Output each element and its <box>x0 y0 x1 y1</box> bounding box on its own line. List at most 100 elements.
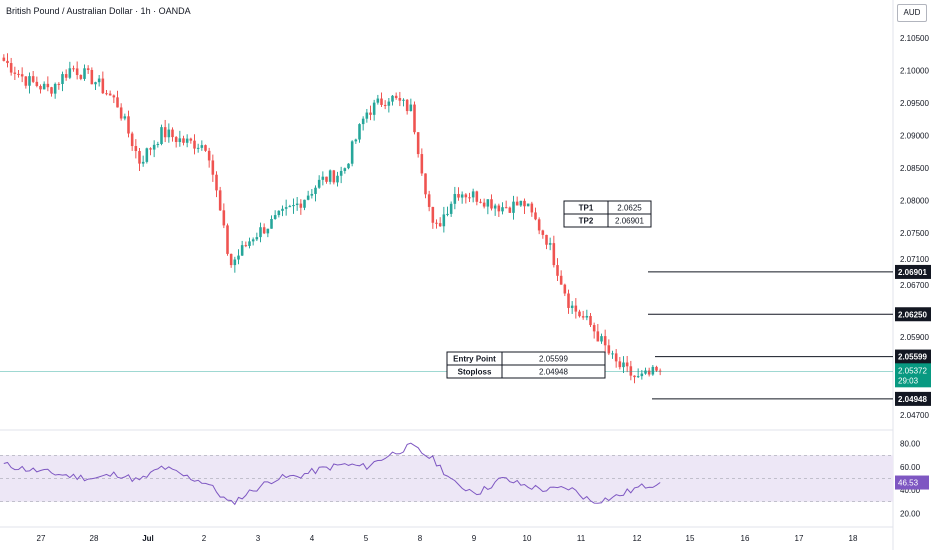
candle-body <box>567 293 570 308</box>
candle-body <box>251 239 255 242</box>
price-axis-label: 2.10000 <box>900 67 929 76</box>
candle-body <box>358 124 361 140</box>
candle-body <box>211 160 215 175</box>
candle-body <box>237 255 240 260</box>
candle-body <box>537 219 541 231</box>
level-badge-tp2 <box>895 264 931 279</box>
candle-body <box>405 99 409 112</box>
candle-body <box>446 213 449 215</box>
candle-body <box>13 72 17 74</box>
candle-body <box>383 104 387 106</box>
candle-body <box>647 370 651 375</box>
candle-body <box>262 227 266 234</box>
candle-body <box>596 331 600 342</box>
candle-body <box>314 187 317 194</box>
candle-body <box>460 194 464 198</box>
candle-body <box>413 104 416 133</box>
candle-body <box>90 69 94 85</box>
candle-body <box>592 325 596 332</box>
candle-body <box>526 203 530 207</box>
tp-table-value-cell <box>607 213 652 228</box>
countdown-text: 29:03 <box>898 376 919 385</box>
candle-body <box>559 275 563 285</box>
candle-body <box>222 210 226 226</box>
candle-body <box>464 194 468 198</box>
time-axis-label: 10 <box>523 534 532 543</box>
candle-body <box>376 98 380 103</box>
candle-body <box>116 97 119 108</box>
tp-table-label: TP1 <box>579 204 594 213</box>
candle-body <box>174 137 178 143</box>
candle-body <box>633 375 636 378</box>
rsi-axis-label: 40.00 <box>900 486 921 495</box>
entry-table-value: 2.05599 <box>539 355 568 364</box>
candle-body <box>636 376 640 378</box>
candle-body <box>178 138 182 143</box>
candle-body <box>9 63 13 73</box>
level-badge-stop <box>895 391 931 406</box>
candle-body <box>46 83 50 88</box>
candle-body <box>149 148 152 150</box>
price-axis-label: 2.09500 <box>900 99 929 108</box>
candle-body <box>50 87 53 94</box>
candle-body <box>2 57 6 61</box>
time-axis-label: 28 <box>90 534 99 543</box>
candle-body <box>350 141 354 164</box>
entry-table-value: 2.04948 <box>539 368 568 377</box>
candle-body <box>288 206 292 208</box>
candle-body <box>449 203 453 214</box>
candle-body <box>644 370 647 374</box>
candle-body <box>270 219 273 229</box>
candle-body <box>343 168 347 171</box>
candle-body <box>614 353 618 362</box>
time-axis-label: Jul <box>142 534 154 543</box>
candle-body <box>347 163 350 169</box>
candle-body <box>259 227 262 238</box>
candle-body <box>255 237 259 240</box>
price-axis-label: 2.04700 <box>900 411 929 420</box>
candle-body <box>508 207 512 213</box>
candle-body <box>108 93 112 96</box>
candle-body <box>182 138 185 143</box>
time-axis-label: 4 <box>310 534 315 543</box>
tp-table-label: TP2 <box>579 217 594 226</box>
candle-body <box>233 259 237 266</box>
candle-body <box>402 99 405 101</box>
candle-body <box>427 194 431 207</box>
candle-body <box>119 107 123 119</box>
candle-body <box>123 116 127 119</box>
candle-body <box>398 98 402 101</box>
candle-body <box>471 191 475 198</box>
candle-body <box>380 98 383 105</box>
candle-body <box>163 127 167 138</box>
currency-selector[interactable]: AUD <box>897 4 927 22</box>
candle-body <box>200 145 204 148</box>
candle-body <box>574 305 578 312</box>
candle-body <box>68 68 72 78</box>
price-axis-label: 2.07100 <box>900 255 929 264</box>
entry-table-label: Stoploss <box>458 368 492 377</box>
candle-body <box>160 127 163 144</box>
candle-body <box>266 228 270 234</box>
time-axis-label: 3 <box>256 534 261 543</box>
candle-body <box>325 176 328 182</box>
candle-body <box>28 76 31 86</box>
time-axis-label: 17 <box>795 534 804 543</box>
candle-body <box>185 138 189 143</box>
level-badge-text: 2.06901 <box>898 268 927 277</box>
entry-table-value-cell <box>501 364 606 379</box>
candle-body <box>189 138 193 141</box>
candle-body <box>215 174 218 191</box>
price-axis-label: 2.10500 <box>900 34 929 43</box>
candle-body <box>482 202 486 207</box>
candle-body <box>548 243 552 245</box>
candle-body <box>171 129 174 138</box>
candle-body <box>501 207 504 212</box>
rsi-axis-label: 80.00 <box>900 440 921 449</box>
candle-body <box>134 146 138 152</box>
candle-body <box>328 170 332 182</box>
candle-body <box>361 118 365 125</box>
price-axis-label: 2.08000 <box>900 197 929 206</box>
